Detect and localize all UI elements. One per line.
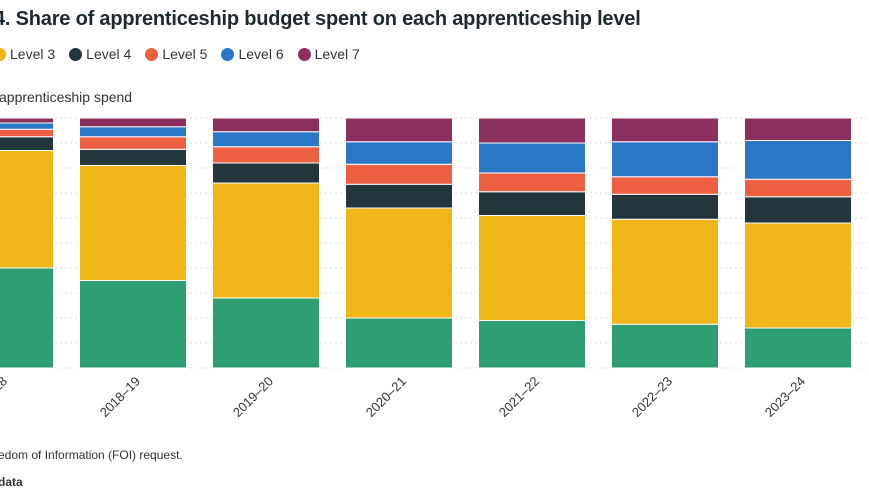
bar-segment-level-5-1[interactable] [79,136,187,150]
bar-segment-level-5-6[interactable] [744,178,852,198]
bar-segment-level-7-5[interactable] [611,117,719,143]
bar-segment-level-7-2[interactable] [212,117,320,133]
bar-segment-level-4-2[interactable] [212,162,320,184]
bar-segment-level-4-3[interactable] [345,183,453,209]
legend-label-level-4: Level 4 [86,46,132,62]
x-tick-label: 2020–21 [363,374,409,420]
bar-segment-level-3-1[interactable] [79,165,187,281]
bar-segment-level-3-4[interactable] [478,215,586,321]
bar-segment-level-6-0[interactable] [0,122,54,130]
bar-segment-level-4-6[interactable] [744,196,852,224]
legend-label-level-6: Level 6 [238,46,284,62]
bar-segment-level-5-0[interactable] [0,128,54,138]
bar-segment-level-3-2[interactable] [212,182,320,299]
bar-segment-level-7-6[interactable] [744,117,852,141]
legend-item-level-4[interactable]: Level 4 [69,46,131,62]
legend-item-level-3[interactable]: Level 3 [0,46,55,62]
legend-swatch-level-7 [297,47,311,61]
legend-label-level-7: Level 7 [314,46,360,62]
bar-segment-level-7-1[interactable] [79,117,187,128]
get-data-link[interactable]: data [0,475,23,489]
bar-segment-series-0-3[interactable] [345,317,453,369]
bar-segment-level-5-2[interactable] [212,146,320,164]
bar-segment-level-7-4[interactable] [478,117,586,144]
bar-segment-level-3-6[interactable] [744,222,852,329]
x-tick-label: 2023–24 [762,374,808,420]
bar-segment-level-6-4[interactable] [478,142,586,174]
x-tick-label: 2018–19 [97,374,143,420]
bar-segment-level-6-1[interactable] [79,126,187,138]
bar-segment-level-7-3[interactable] [345,117,453,143]
bar-segment-level-4-1[interactable] [79,148,187,166]
bar-segment-level-4-5[interactable] [611,193,719,220]
bar-segment-level-4-0[interactable] [0,136,54,151]
bar-segment-level-5-5[interactable] [611,176,719,195]
bar-segment-series-0-1[interactable] [79,280,187,369]
legend-label-level-5: Level 5 [162,46,208,62]
legend: Level 3 Level 4 Level 5 Level 6 Level 7 [0,46,360,62]
y-axis-label: apprenticeship spend [0,89,133,105]
chart-title: 4. Share of apprenticeship budget spent … [0,8,641,30]
legend-swatch-level-6 [221,47,235,61]
legend-swatch-level-5 [145,47,159,61]
bar-segment-level-7-0[interactable] [0,117,54,124]
bars [0,117,852,369]
legend-swatch-level-4 [69,47,83,61]
bar-segment-level-5-4[interactable] [478,172,586,193]
x-tick-label: 2021–22 [496,374,542,420]
bar-segment-series-0-6[interactable] [744,327,852,369]
bar-segment-series-0-4[interactable] [478,320,586,369]
source-note: edom of Information (FOI) request. [0,448,183,462]
bar-segment-series-0-2[interactable] [212,297,320,369]
bar-segment-level-6-2[interactable] [212,131,320,148]
bar-segment-level-3-3[interactable] [345,207,453,319]
x-tick-labels: 2017–18 2018–19 2019–20 2020–21 2021–22 2022–… [0,374,808,420]
x-tick-label: 2022–23 [629,374,675,420]
x-tick-label: 2019–20 [230,374,276,420]
bar-segment-level-6-6[interactable] [744,140,852,180]
bar-segment-level-6-3[interactable] [345,141,453,165]
bar-segment-level-4-4[interactable] [478,191,586,216]
legend-item-level-5[interactable]: Level 5 [145,46,207,62]
legend-item-level-7[interactable]: Level 7 [297,46,360,62]
legend-label-level-3: Level 3 [10,46,56,62]
bar-segment-level-5-3[interactable] [345,163,453,185]
bar-segment-series-0-5[interactable] [611,323,719,369]
x-tick-label: 2017–18 [0,374,10,420]
legend-swatch-level-3 [0,47,6,61]
bar-segment-series-0-0[interactable] [0,267,54,369]
legend-item-level-6[interactable]: Level 6 [221,46,284,62]
bar-segment-level-6-5[interactable] [611,141,719,178]
bar-segment-level-3-5[interactable] [611,218,719,325]
bar-segment-level-3-0[interactable] [0,150,54,269]
stacked-bar-chart: 2017–18 2018–19 2019–20 2020–21 2021–22 2022–… [0,117,869,420]
